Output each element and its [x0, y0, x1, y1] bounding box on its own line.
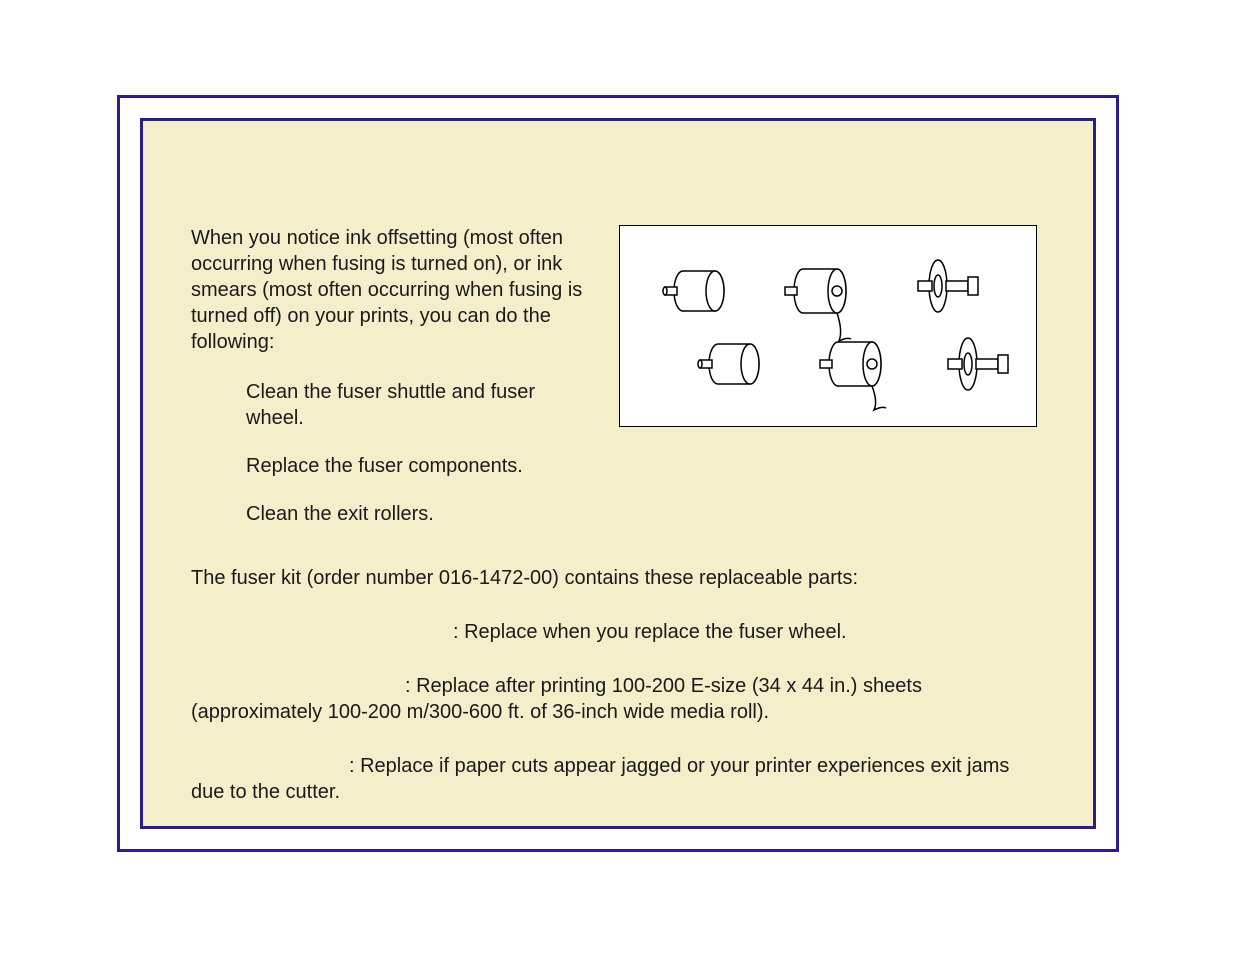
part-2: : Replace after printing 100-200 E-size … — [191, 673, 1045, 725]
kit-line: The fuser kit (order number 016-1472-00)… — [191, 565, 1045, 591]
step-list: Clean the fuser shuttle and fuser wheel.… — [191, 379, 591, 527]
page-outer-frame: When you notice ink offsetting (most oft… — [117, 95, 1119, 852]
page-inner-frame: When you notice ink offsetting (most oft… — [140, 118, 1096, 829]
page-content: When you notice ink offsetting (most oft… — [191, 225, 1045, 805]
left-column: When you notice ink offsetting (most oft… — [191, 225, 591, 549]
diagram-svg — [628, 236, 1028, 416]
fuser-parts-diagram — [619, 225, 1037, 427]
intro-paragraph: When you notice ink offsetting (most oft… — [191, 225, 591, 355]
step-1: Clean the fuser shuttle and fuser wheel. — [246, 379, 591, 431]
top-row: When you notice ink offsetting (most oft… — [191, 225, 1045, 549]
step-3: Clean the exit rollers. — [246, 501, 591, 527]
step-2: Replace the fuser components. — [246, 453, 591, 479]
part-1: : Replace when you replace the fuser whe… — [191, 619, 1045, 645]
part-3: : Replace if paper cuts appear jagged or… — [191, 753, 1045, 805]
part-list: : Replace when you replace the fuser whe… — [191, 619, 1045, 805]
